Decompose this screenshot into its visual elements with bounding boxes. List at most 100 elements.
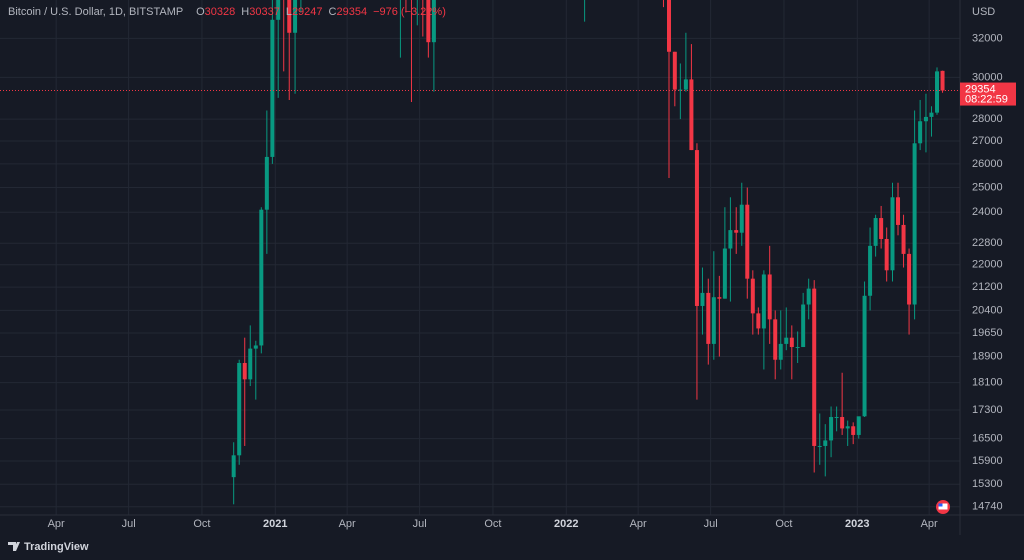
last-price-box bbox=[960, 82, 1016, 106]
y-tick-label: 15300 bbox=[972, 478, 1003, 490]
candle-body bbox=[756, 313, 761, 329]
symbol-title: Bitcoin / U.S. Dollar, 1D, BITSTAMP bbox=[8, 6, 183, 18]
y-tick-label: 15900 bbox=[972, 455, 1003, 467]
candle-body bbox=[884, 238, 889, 271]
y-tick-label: 26000 bbox=[972, 158, 1003, 170]
ohlc-value: 29247 bbox=[292, 6, 323, 18]
y-tick-label: 28000 bbox=[972, 113, 1003, 125]
y-tick-label: 22000 bbox=[972, 259, 1003, 271]
x-tick-label: Jul bbox=[122, 518, 136, 530]
candle-body bbox=[264, 156, 269, 210]
candle-body bbox=[806, 288, 811, 305]
candle-body bbox=[907, 253, 912, 305]
change-label: −976 (−3.22%) bbox=[373, 6, 446, 18]
x-tick-label: 2022 bbox=[554, 518, 578, 530]
x-tick-label: Oct bbox=[775, 518, 792, 530]
x-tick-label: Apr bbox=[48, 518, 65, 530]
y-tick-label: 19650 bbox=[972, 327, 1003, 339]
y-tick-label: 32000 bbox=[972, 32, 1003, 44]
ohlc-value: 30337 bbox=[249, 6, 280, 18]
y-tick-label: 18900 bbox=[972, 350, 1003, 362]
candle-body bbox=[912, 143, 917, 305]
header: Bitcoin / U.S. Dollar, 1D, BITSTAMP O303… bbox=[8, 6, 446, 18]
candle-body bbox=[801, 304, 806, 348]
candle-body bbox=[834, 417, 839, 419]
candle-body bbox=[901, 224, 906, 254]
candle-body bbox=[856, 416, 861, 435]
candle-body bbox=[431, 0, 436, 43]
candle-body bbox=[873, 218, 878, 246]
candle-body bbox=[717, 297, 722, 299]
x-tick-label: Jul bbox=[704, 518, 718, 530]
y-tick-label: 30000 bbox=[972, 71, 1003, 83]
x-tick-label: Oct bbox=[193, 518, 210, 530]
ohlc-value: 30328 bbox=[205, 6, 236, 18]
y-tick-label: 14740 bbox=[972, 501, 1003, 513]
candle-body bbox=[862, 295, 867, 417]
x-tick-label: Oct bbox=[484, 518, 501, 530]
flag-icon bbox=[936, 500, 950, 514]
y-tick-label: 22800 bbox=[972, 237, 1003, 249]
x-tick-label: 2021 bbox=[263, 518, 287, 530]
candle-body bbox=[923, 116, 928, 122]
candle-body bbox=[940, 70, 945, 91]
brand-name: TradingView bbox=[24, 541, 89, 553]
candle-body bbox=[829, 417, 834, 441]
x-tick-label: Apr bbox=[921, 518, 938, 530]
candle-body bbox=[918, 121, 923, 144]
ohlc-value: 29354 bbox=[336, 6, 367, 18]
candle-body bbox=[426, 0, 431, 43]
candle-body bbox=[745, 204, 750, 279]
y-tick-label: 20400 bbox=[972, 304, 1003, 316]
candle-body bbox=[293, 0, 298, 33]
y-tick-label: 17300 bbox=[972, 404, 1003, 416]
candle-body bbox=[812, 288, 817, 446]
candle-body bbox=[694, 150, 699, 306]
candle-body bbox=[773, 319, 778, 360]
candle-body bbox=[287, 0, 292, 33]
candle-body bbox=[734, 230, 739, 233]
x-tick-label: 2023 bbox=[845, 518, 869, 530]
candle-body bbox=[817, 445, 822, 447]
candle-body bbox=[929, 112, 934, 117]
candle-body bbox=[711, 297, 716, 344]
ohlc: O30328 H30337 L29247 C29354 −976 (−3.22%) bbox=[196, 6, 446, 18]
candle-body bbox=[242, 362, 247, 380]
x-tick-label: Jul bbox=[413, 518, 427, 530]
candle-body bbox=[896, 197, 901, 225]
y-tick-label: 18100 bbox=[972, 377, 1003, 389]
candle-body bbox=[253, 345, 258, 349]
candle-body bbox=[840, 417, 845, 429]
y-tick-label: 16500 bbox=[972, 433, 1003, 445]
ohlc-key: C bbox=[329, 6, 337, 18]
candle-body bbox=[890, 197, 895, 271]
countdown-label: 08:22:59 bbox=[965, 93, 1008, 105]
last-price-label: 29354 bbox=[965, 83, 996, 95]
ohlc-key: H bbox=[241, 6, 249, 18]
x-tick-label: Apr bbox=[339, 518, 356, 530]
candle-body bbox=[700, 292, 705, 306]
candle-body bbox=[750, 278, 755, 314]
ohlc-key: L bbox=[286, 6, 292, 18]
candle-body bbox=[784, 337, 789, 344]
candle-body bbox=[739, 204, 744, 233]
brand-logo bbox=[8, 542, 20, 551]
candle-body bbox=[248, 348, 253, 380]
candle-body bbox=[237, 362, 242, 456]
candle-body bbox=[722, 248, 727, 299]
candle-body bbox=[795, 347, 800, 349]
y-tick-label: 24000 bbox=[972, 206, 1003, 218]
x-tick-label: Apr bbox=[630, 518, 647, 530]
candle-body bbox=[851, 426, 856, 435]
brand: TradingView bbox=[8, 541, 89, 553]
candle-body bbox=[259, 209, 264, 346]
ohlc-key: O bbox=[196, 6, 205, 18]
candle-body bbox=[823, 440, 828, 446]
candle-body bbox=[935, 71, 940, 113]
candle-body bbox=[868, 245, 873, 296]
candle-body bbox=[270, 19, 275, 157]
candle-body bbox=[778, 343, 783, 360]
y-tick-label: 27000 bbox=[972, 135, 1003, 147]
